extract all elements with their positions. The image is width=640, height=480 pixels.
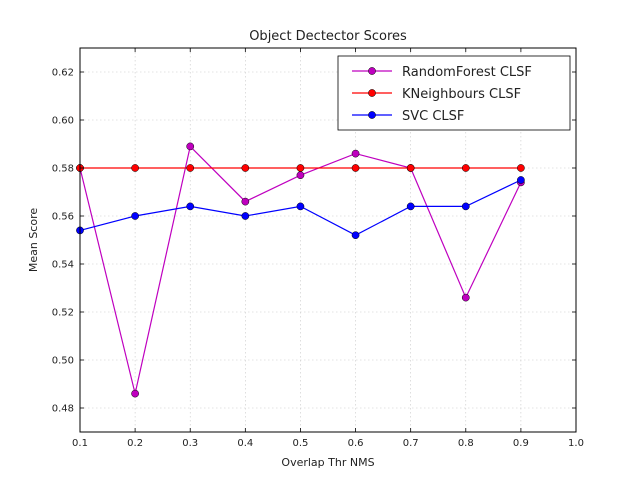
legend: RandomForest CLSF KNeighbours CLSF SVC CLS… [337,55,571,131]
x-tick-label: 0.1 [72,438,88,449]
x-tick-label: 0.9 [513,438,529,449]
y-tick-label: 0.60 [52,116,74,127]
data-point [351,164,360,172]
data-point [131,389,139,398]
data-point [131,164,139,172]
data-point [296,202,305,211]
data-point [296,164,305,172]
data-point [186,202,195,211]
legend-marker [368,111,376,119]
legend-marker [368,67,376,75]
y-tick-label: 0.52 [52,308,74,319]
y-tick-label: 0.48 [52,404,74,415]
y-tick-label: 0.50 [52,356,74,367]
x-tick-label: 0.3 [182,438,198,449]
y-tick-label: 0.56 [52,212,74,223]
x-axis-label: Overlap Thr NMS [281,456,374,469]
data-point [406,202,415,211]
series-layer [76,142,525,398]
y-tick-label: 0.62 [52,68,74,79]
data-point [241,164,250,172]
x-tick-label: 1.0 [568,438,584,449]
x-tick-label: 0.2 [127,438,143,449]
y-tick-label: 0.54 [52,260,74,271]
data-point [186,164,195,172]
data-point [461,293,470,302]
legend-label: KNeighbours CLSF [402,87,521,102]
y-axis-label: Mean Score [27,208,40,273]
plot-frame [79,47,577,433]
data-point [241,212,250,220]
x-tick-label: 0.7 [403,438,419,449]
x-tick-label: 0.5 [292,438,308,449]
data-point [351,231,360,240]
data-point [296,171,305,180]
legend-label: RandomForest CLSF [402,65,532,80]
axis-ticks: 0.1 0.2 0.3 0.4 0.5 0.6 0.7 0.8 0.9 1.0 0.48 0.50 0.… [52,48,584,449]
data-point [351,149,360,158]
data-point [517,176,525,184]
data-point [517,164,525,172]
x-tick-label: 0.4 [237,438,253,449]
data-point [131,212,139,220]
legend-label: SVC CLSF [402,109,464,124]
x-tick-label: 0.6 [348,438,364,449]
data-point [186,142,195,151]
x-tick-label: 0.8 [458,438,474,449]
data-point [241,197,250,206]
data-point [406,164,415,172]
legend-marker [368,89,376,97]
y-tick-label: 0.58 [52,164,74,175]
data-point [461,164,470,172]
chart-title: Object Dectector Scores [249,29,407,44]
data-point [461,202,470,211]
